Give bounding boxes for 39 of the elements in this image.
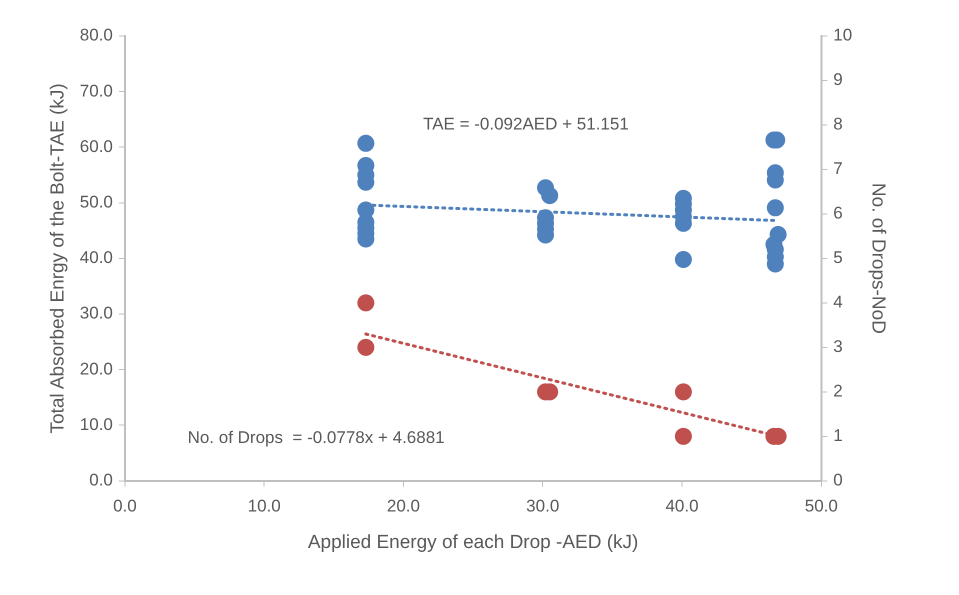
y2-tick-label: 2 [833, 382, 843, 401]
y2-tick-label: 4 [833, 292, 843, 312]
y2-tick-label: 6 [833, 204, 843, 223]
point [674, 428, 692, 445]
y-tick-label: 10.0 [80, 414, 113, 434]
x-tick-label: 40.0 [665, 496, 699, 516]
y-axis-title: Total Absorbed Enrgy of the Bolt-TAE (kJ) [48, 83, 69, 434]
point [766, 199, 784, 216]
x-axis-title: Applied Energy of each Drop -AED (kJ) [308, 532, 638, 553]
point [357, 134, 374, 152]
annotation: No. of Drops = -0.0778x + 4.6881 [188, 428, 445, 448]
y-tick-label: 70.0 [80, 81, 113, 100]
y2-tick-label: 3 [833, 337, 843, 356]
x-tick-label: 50.0 [804, 496, 838, 516]
x-tick-label: 0.0 [113, 496, 137, 516]
y2-tick-label: 5 [833, 248, 843, 268]
y2-axis-title: No. of Drops-NoD [867, 182, 888, 334]
point [541, 187, 558, 204]
y-tick-label: 60.0 [80, 136, 113, 156]
x-tick-label: 10.0 [248, 496, 281, 516]
y-tick-label: 40.0 [80, 248, 113, 268]
y-tick-label: 80.0 [80, 26, 113, 45]
point [674, 251, 692, 268]
x-tick-label: 30.0 [526, 496, 560, 516]
y2-tick-label: 10 [833, 26, 852, 45]
x-tick-label: 20.0 [386, 496, 420, 516]
y2-tick-label: 8 [833, 114, 843, 134]
y-tick-label: 20.0 [80, 359, 113, 378]
y-tick-label: 30.0 [80, 304, 113, 323]
point [674, 383, 692, 400]
y-tick-label: 50.0 [80, 192, 113, 212]
annotation: TAE = -0.092AED + 51.151 [423, 114, 629, 134]
point [357, 294, 374, 312]
y2-tick-label: 1 [833, 426, 843, 446]
y2-tick-label: 9 [833, 70, 843, 90]
y2-tick-label: 0 [833, 470, 843, 490]
point [357, 338, 374, 356]
y2-tick-label: 7 [833, 159, 843, 178]
y-tick-label: 0.0 [89, 470, 113, 490]
